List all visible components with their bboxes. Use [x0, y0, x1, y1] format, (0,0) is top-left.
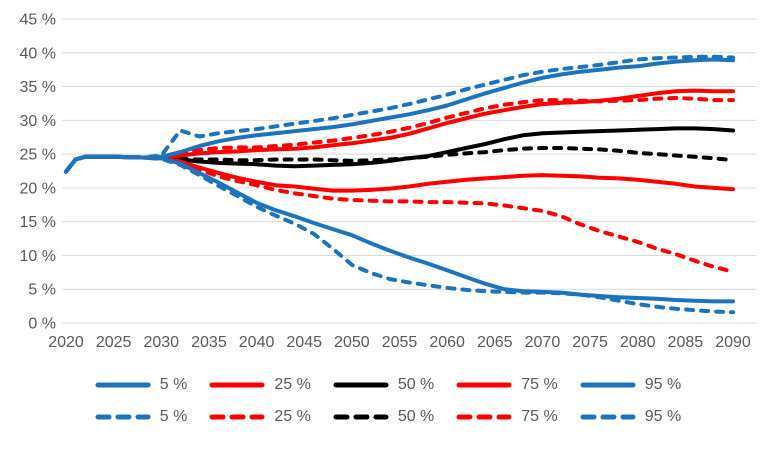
- legend-item-solid-25pct: 25 %: [209, 376, 311, 394]
- x-axis-tick-label: 2050: [334, 334, 370, 351]
- y-axis-tick-label: 45 %: [20, 12, 56, 29]
- x-axis-tick-label: 2055: [382, 334, 418, 351]
- legend-label: 50 %: [397, 408, 435, 425]
- legend-label: 95 %: [644, 376, 682, 393]
- legend-line-swatch-dashed: [333, 414, 389, 420]
- legend-item-solid-95pct: 95 %: [580, 376, 681, 394]
- legend-line-swatch-solid: [333, 382, 389, 388]
- series-line-solid-75pct: [64, 88, 735, 174]
- y-axis-tick-label: 10 %: [20, 248, 56, 265]
- legend-item-dashed-5pct: 5 %: [95, 408, 188, 426]
- x-axis-tick-label: 2030: [143, 334, 179, 351]
- x-axis-tick-label: 2025: [96, 334, 132, 351]
- series-line-dashed-25pct: [64, 154, 735, 274]
- y-axis-tick-label: 5 %: [28, 282, 56, 299]
- legend-item-solid-5pct: 5 %: [95, 376, 188, 394]
- x-axis-tick-label: 2070: [525, 334, 561, 351]
- x-axis-tick-label: 2060: [429, 334, 465, 351]
- legend-item-dashed-25pct: 25 %: [209, 408, 311, 426]
- legend-label: 50 %: [397, 376, 435, 393]
- x-axis-tick-label: 2040: [239, 334, 275, 351]
- x-axis-tick-label: 2045: [286, 334, 322, 351]
- legend-line-swatch-dashed: [580, 414, 636, 420]
- x-axis-tick-label: 2035: [191, 334, 227, 351]
- legend-item-dashed-50pct: 50 %: [333, 408, 434, 426]
- x-axis-tick-label: 2080: [620, 334, 656, 351]
- y-axis-tick-label: 40 %: [20, 45, 56, 62]
- legend-line-swatch-dashed: [95, 414, 151, 420]
- y-axis-tick-label: 25 %: [20, 147, 56, 164]
- series-line-solid-95pct: [64, 57, 735, 174]
- legend-label: 75 %: [521, 376, 558, 393]
- legend-item-solid-50pct: 50 %: [333, 376, 434, 394]
- line-chart-plot: 0 % 5 % 10 % 15 % 20 % 25 % 30 % 35 % 40 % 45 % 20…: [20, 12, 756, 351]
- legend-label: 25 %: [274, 376, 311, 393]
- y-axis-tick-label: 20 %: [20, 180, 56, 197]
- x-axis-tick-label: 2085: [668, 334, 704, 351]
- x-axis-tick-label: 2065: [477, 334, 513, 351]
- legend-item-solid-75pct: 75 %: [456, 376, 558, 394]
- legend-row-solid: 5 % 25 % 50 % 75 % 95 %: [95, 376, 681, 394]
- legend-label: 5 %: [159, 376, 188, 393]
- y-axis-tick-label: 30 %: [20, 113, 56, 130]
- series-line-solid-5pct: [64, 154, 735, 304]
- legend-line-swatch-solid: [209, 382, 265, 388]
- x-axis-tick-label: 2020: [48, 334, 84, 351]
- legend-label: 75 %: [521, 408, 558, 425]
- legend-item-dashed-95pct: 95 %: [580, 408, 681, 426]
- legend-item-dashed-75pct: 75 %: [456, 408, 558, 426]
- legend-label: 5 %: [159, 408, 188, 425]
- legend-line-swatch-solid: [456, 382, 512, 388]
- y-axis-tick-label: 15 %: [20, 214, 56, 231]
- legend-line-swatch-solid: [580, 382, 636, 388]
- chart-legend: 5 % 25 % 50 % 75 % 95 % 5 % 25 % 50 % 75 % 95 %: [0, 376, 776, 426]
- legend-row-dashed: 5 % 25 % 50 % 75 % 95 %: [95, 408, 681, 426]
- legend-line-swatch-solid: [95, 382, 151, 388]
- series-line-dashed-5pct: [64, 154, 735, 315]
- legend-label: 95 %: [644, 408, 682, 425]
- x-axis-tick-label: 2090: [715, 334, 751, 351]
- y-axis-tick-label: 35 %: [20, 79, 56, 96]
- legend-label: 25 %: [274, 408, 311, 425]
- x-axis-tick-label: 2075: [572, 334, 608, 351]
- legend-line-swatch-dashed: [209, 414, 265, 420]
- series-line-dashed-50pct: [64, 146, 735, 174]
- series-line-dashed-95pct: [64, 54, 735, 174]
- y-axis-tick-label: 0 %: [28, 316, 56, 333]
- legend-line-swatch-dashed: [456, 414, 512, 420]
